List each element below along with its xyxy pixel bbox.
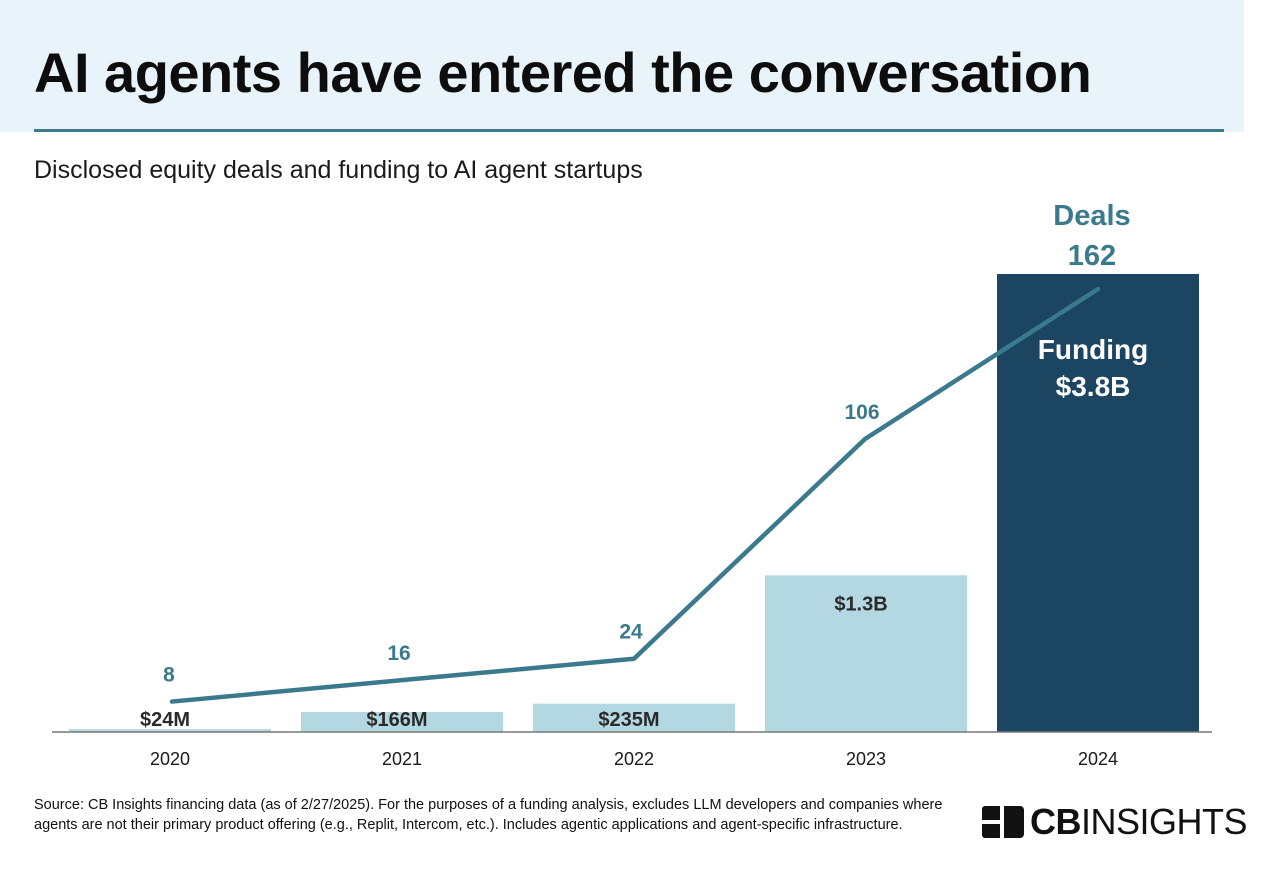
header-band bbox=[0, 0, 1244, 132]
bar-value-label: $24M bbox=[140, 709, 190, 731]
page-title: AI agents have entered the conversation bbox=[34, 41, 1092, 104]
x-tick-label: 2021 bbox=[382, 749, 422, 769]
bar-value-label: $166M bbox=[366, 709, 427, 731]
deal-value-label: 162 bbox=[1068, 240, 1116, 272]
x-tick-label: 2023 bbox=[846, 749, 886, 769]
logo-text-regular: INSIGHTS bbox=[1081, 801, 1248, 842]
logo-text-bold: CB bbox=[1030, 801, 1082, 842]
combo-chart: $24M $166M $235M $1.3B Funding $3.8B 8 16 24 106 D… bbox=[52, 200, 1212, 769]
x-tick-label: 2020 bbox=[150, 749, 190, 769]
chart-subtitle: Disclosed equity deals and funding to AI… bbox=[34, 156, 643, 184]
cb-logo-mark-icon bbox=[982, 806, 1024, 838]
title-divider bbox=[34, 129, 1224, 132]
deal-value-label: 106 bbox=[844, 401, 879, 424]
deal-value-label: 8 bbox=[163, 664, 175, 687]
funding-series-label: Funding bbox=[1038, 334, 1148, 365]
funding-bar bbox=[301, 711, 503, 732]
bar-value-label: $235M bbox=[598, 709, 659, 731]
funding-bar bbox=[533, 703, 735, 732]
funding-bar bbox=[69, 729, 271, 732]
bar-value-label: $1.3B bbox=[834, 593, 887, 615]
funding-bar bbox=[997, 274, 1199, 732]
source-footnote: Source: CB Insights financing data (as o… bbox=[34, 797, 943, 833]
cb-insights-logo: CBINSIGHTS bbox=[982, 801, 1248, 842]
logo-text: CBINSIGHTS bbox=[1030, 801, 1248, 842]
x-tick-label: 2024 bbox=[1078, 749, 1118, 769]
bar-value-label: $3.8B bbox=[1056, 371, 1131, 402]
deal-value-label: 16 bbox=[387, 642, 410, 665]
x-tick-label: 2022 bbox=[614, 749, 654, 769]
funding-bar bbox=[765, 575, 967, 732]
deal-value-label: 24 bbox=[619, 621, 643, 644]
deals-line bbox=[169, 286, 1101, 704]
deals-series-label: Deals bbox=[1053, 200, 1130, 232]
